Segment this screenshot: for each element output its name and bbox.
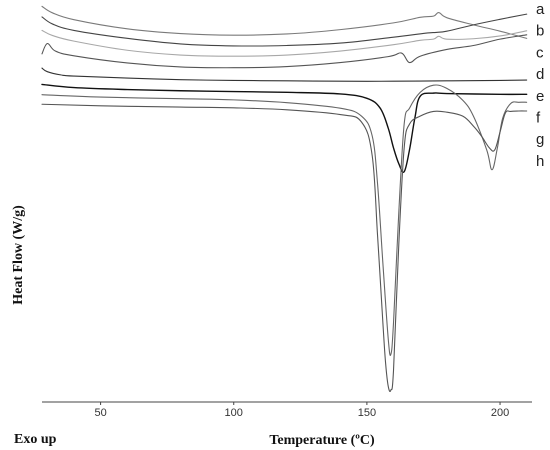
series-label-f: f [536,110,541,127]
series-label-c: c [536,44,544,61]
series-d-line [41,34,528,69]
series-g-line [41,84,528,356]
series-label-b: b [536,23,544,40]
series-label-g: g [536,131,544,148]
series-label-d: d [536,66,544,83]
series-b-line [41,13,528,47]
x-tick-label-200: 200 [491,407,509,419]
series-label-e: e [536,88,544,105]
series-h-line [41,103,528,392]
curves-group [41,5,528,392]
x-tick-label-100: 100 [225,407,243,419]
exo-up-note: Exo up [14,432,57,447]
x-ticks-group: 50 100 150 200 [94,402,509,419]
series-label-a: a [536,1,545,18]
x-tick-label-150: 150 [358,407,376,419]
x-tick-label-50: 50 [94,407,106,419]
y-axis-title: Heat Flow (W/g) [11,205,26,305]
x-axis-title: Temperature (ºC) [269,433,375,448]
series-f-line [41,83,528,173]
series-c-line [41,29,528,57]
series-a-line [41,5,528,39]
series-label-h: h [536,153,544,170]
series-e-line [41,67,528,82]
